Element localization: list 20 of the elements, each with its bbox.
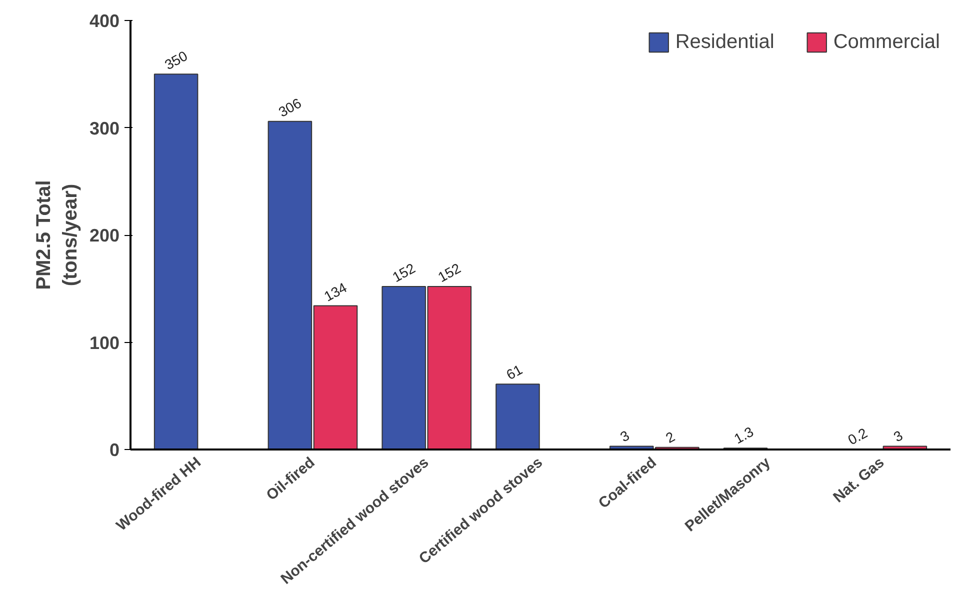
- legend-label: Residential: [675, 30, 774, 54]
- data-label: 350: [162, 47, 190, 73]
- legend-label: Commercial: [833, 30, 940, 54]
- y-tick-label: 200: [89, 226, 120, 246]
- y-tick-label: 0: [109, 440, 120, 460]
- data-label: 3: [617, 427, 632, 445]
- y-tick-label: 400: [89, 11, 120, 31]
- data-label: 152: [435, 260, 464, 286]
- y-tick-label: 100: [89, 332, 120, 353]
- data-label: 134: [321, 279, 350, 304]
- data-label: 306: [276, 94, 304, 120]
- data-label: 0.2: [845, 424, 870, 448]
- y-tick-label: 300: [89, 118, 120, 138]
- y-axis-title: PM2.5 Total (tons/year): [33, 180, 82, 290]
- data-label: 61: [503, 361, 526, 383]
- data-label: 1.3: [731, 423, 756, 447]
- data-label: 3: [890, 427, 906, 445]
- x-tick-label: Nat. Gas: [830, 454, 888, 506]
- data-label: 2: [662, 428, 678, 446]
- data-label: 152: [390, 260, 418, 286]
